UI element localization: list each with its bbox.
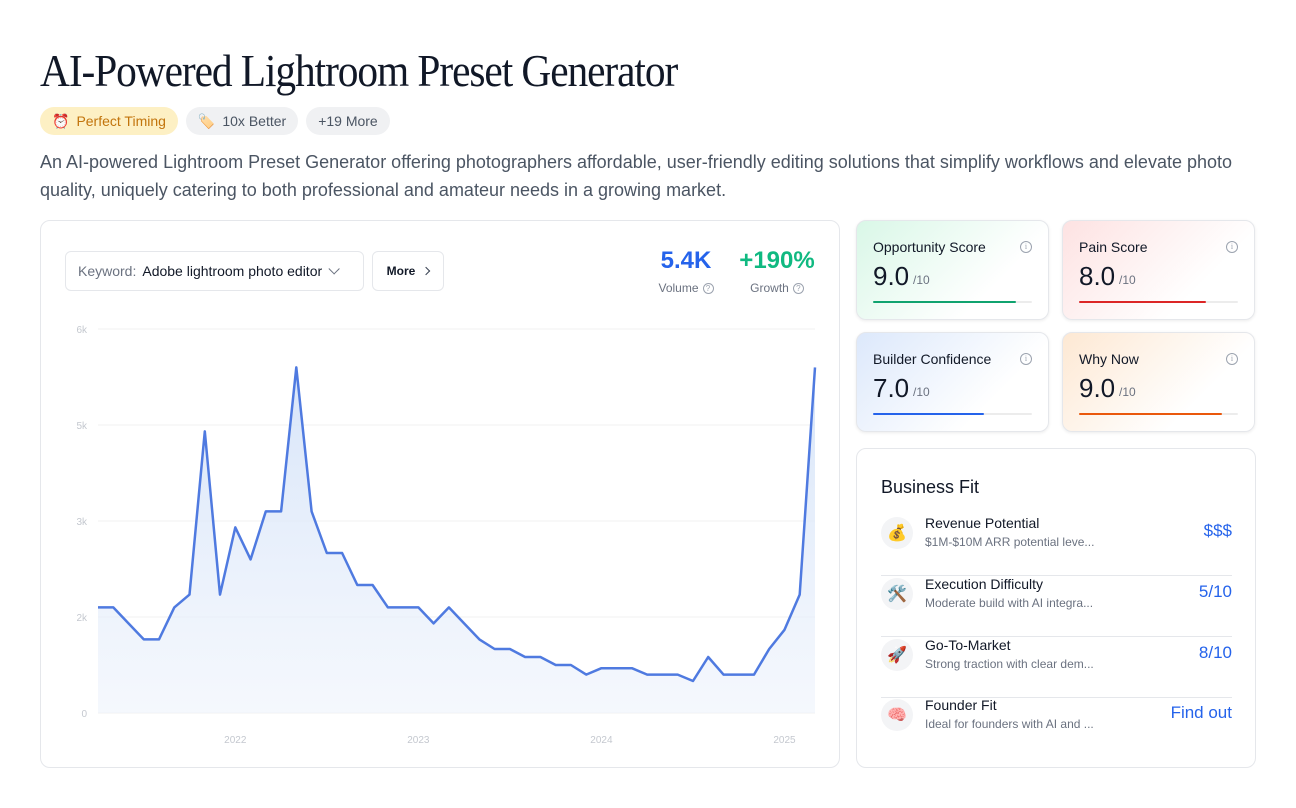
score-value: 8.0 <box>1079 261 1116 291</box>
fit-name: Founder Fit <box>925 697 997 713</box>
badge-label: Perfect Timing <box>76 113 166 129</box>
x-tick-label: 2024 <box>590 735 613 746</box>
y-tick-label: 5k <box>76 421 88 432</box>
more-button-label: More <box>386 264 416 278</box>
page-description: An AI-powered Lightroom Preset Generator… <box>40 152 1233 200</box>
info-icon[interactable]: i <box>1020 353 1032 365</box>
fit-description: Ideal for founders with AI and ... <box>925 717 1094 731</box>
y-tick-label: 0 <box>81 709 87 720</box>
score-out-of: /10 <box>913 273 930 287</box>
keyword-label: Keyword: <box>78 263 137 279</box>
y-tick-label: 6k <box>76 325 88 336</box>
volume-value: 5.4K <box>660 247 712 274</box>
growth-label: Growth <box>750 281 789 295</box>
score-out-of: /10 <box>1119 385 1136 399</box>
pain-score-card[interactable]: Pain Score i 8.0/10 <box>1062 220 1255 320</box>
fit-description: Moderate build with AI integra... <box>925 596 1094 610</box>
score-bar-fill <box>1079 413 1223 415</box>
opportunity-score-card[interactable]: Opportunity Score i 9.0/10 <box>856 220 1049 320</box>
trend-chart-card: Keyword: Adobe lightroom photo editor Mo… <box>40 220 840 768</box>
execution-difficulty-row[interactable]: 🛠️ Execution Difficulty Moderate build wit… <box>881 576 1232 637</box>
fit-value: $$$ <box>1203 521 1232 540</box>
info-icon[interactable]: i <box>1020 241 1032 253</box>
business-fit-card: Business Fit 💰 Revenue Potential $1M-$10M … <box>856 448 1256 768</box>
score-value: 7.0 <box>873 373 910 403</box>
money-bag-icon: 💰 <box>881 517 913 549</box>
y-tick-label: 3k <box>76 517 88 528</box>
alarm-clock-icon: ⏰ <box>52 113 70 129</box>
revenue-potential-row[interactable]: 💰 Revenue Potential $1M-$10M ARR potential… <box>881 515 1232 576</box>
score-bar-track <box>1079 413 1238 415</box>
score-out-of: /10 <box>1119 273 1136 287</box>
score-value: 9.0 <box>1079 373 1116 403</box>
volume-label: Volume <box>658 281 699 295</box>
fit-value: 8/10 <box>1198 643 1232 662</box>
tag-icon: 🏷️ <box>197 113 216 129</box>
tools-icon: 🛠️ <box>881 578 913 610</box>
trend-line <box>98 366 817 683</box>
info-icon[interactable]: i <box>1226 241 1238 253</box>
score-title: Pain Score <box>1079 239 1148 255</box>
growth-metric: +190% Growth? <box>731 247 823 295</box>
business-fit-title: Business Fit <box>881 477 980 497</box>
builder-confidence-card[interactable]: Builder Confidence i 7.0/10 <box>856 332 1049 432</box>
score-value: 9.0 <box>873 261 910 291</box>
help-icon[interactable]: ? <box>792 282 804 294</box>
score-bar-fill <box>1079 301 1207 303</box>
perfect-timing-badge[interactable]: ⏰ Perfect Timing <box>40 107 178 135</box>
fit-description: $1M-$10M ARR potential leve... <box>925 535 1095 549</box>
info-icon[interactable]: i <box>1226 353 1238 365</box>
score-out-of: /10 <box>913 385 930 399</box>
score-title: Builder Confidence <box>873 351 992 367</box>
keyword-value: Adobe lightroom photo editor <box>142 263 323 279</box>
score-title: Opportunity Score <box>873 239 986 255</box>
fit-value: 5/10 <box>1198 582 1232 601</box>
volume-metric: 5.4K Volume? <box>647 247 725 295</box>
score-title: Why Now <box>1079 351 1139 367</box>
search-volume-chart: 0 2k 3k 5k 6k 2022 2023 2024 2025 <box>76 325 817 746</box>
go-to-market-row[interactable]: 🚀 Go-To-Market Strong traction with clear … <box>881 637 1232 698</box>
why-now-card[interactable]: Why Now i 9.0/10 <box>1062 332 1255 432</box>
brain-icon: 🧠 <box>881 699 913 731</box>
y-tick-label: 2k <box>76 613 88 624</box>
rocket-icon: 🚀 <box>881 639 913 671</box>
keyword-select[interactable]: Keyword: Adobe lightroom photo editor <box>65 251 364 291</box>
score-bar-fill <box>873 413 985 415</box>
x-tick-label: 2023 <box>407 735 430 746</box>
score-bar-fill <box>873 301 1017 303</box>
fit-value[interactable]: Find out <box>1170 703 1232 722</box>
fit-name: Revenue Potential <box>925 515 1040 531</box>
growth-value: +190% <box>739 247 815 274</box>
more-button[interactable]: More <box>372 251 444 291</box>
founder-fit-row[interactable]: 🧠 Founder Fit Ideal for founders with AI a… <box>881 697 1232 758</box>
fit-name: Execution Difficulty <box>925 576 1044 592</box>
fit-description: Strong traction with clear dem... <box>925 657 1094 671</box>
badge-label: 10x Better <box>222 113 287 129</box>
fit-name: Go-To-Market <box>925 637 1011 653</box>
trend-area <box>98 367 815 713</box>
help-icon[interactable]: ? <box>702 282 714 294</box>
x-tick-label: 2022 <box>224 735 247 746</box>
score-bar-track <box>873 301 1032 303</box>
badge-label: +19 More <box>318 113 378 129</box>
score-bar-track <box>873 413 1032 415</box>
10x-better-badge[interactable]: 🏷️ 10x Better <box>185 107 299 135</box>
page-title: AI-Powered Lightroom Preset Generator <box>40 45 678 96</box>
x-tick-label: 2025 <box>773 735 796 746</box>
score-bar-track <box>1079 301 1238 303</box>
badge-row: ⏰ Perfect Timing 🏷️ 10x Better +19 More <box>40 107 390 135</box>
more-badges-button[interactable]: +19 More <box>306 107 390 135</box>
